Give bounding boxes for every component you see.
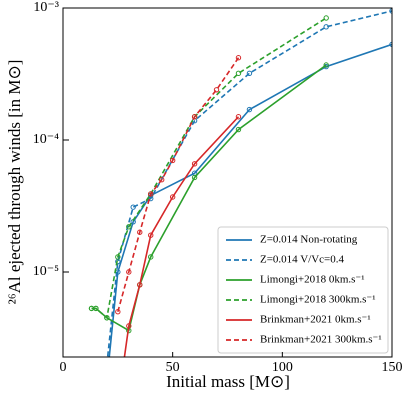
x-axis-label: Initial mass [M⊙] — [166, 372, 290, 391]
marker — [191, 114, 198, 120]
axes-frame — [62, 7, 393, 358]
y-axis-label: ²⁶Al ejected through winds [in M⊙] — [5, 60, 24, 305]
x-tick-label: 150 — [382, 360, 403, 375]
marker — [323, 24, 329, 30]
marker — [159, 177, 165, 183]
marker — [235, 70, 242, 77]
marker — [246, 70, 253, 77]
marker — [246, 106, 253, 113]
marker — [115, 309, 121, 315]
legend-label: Z=0.014 V/Vc=0.4 — [260, 254, 345, 266]
marker — [191, 161, 198, 167]
marker — [169, 157, 176, 164]
legend-label: Limongi+2018 300km.s⁻¹ — [260, 294, 376, 306]
legend-box — [217, 226, 389, 354]
marker — [115, 254, 121, 260]
marker — [130, 204, 136, 210]
marker — [148, 254, 154, 260]
x-tick-label: 100 — [272, 360, 293, 375]
x-tick-label: 50 — [166, 360, 180, 375]
marker — [126, 224, 132, 230]
y-tick-label: 10⁻⁴ — [33, 132, 59, 147]
series-line — [123, 116, 240, 357]
marker — [235, 114, 242, 120]
marker — [105, 362, 109, 366]
series-line — [117, 57, 240, 312]
legend: Z=0.014 Non-rotating Z=0.014 V/Vc=0.4 Limo… — [217, 226, 389, 354]
marker — [235, 55, 242, 61]
marker — [213, 87, 220, 93]
marker — [148, 232, 154, 238]
y-tick-label: 10⁻⁵ — [33, 264, 59, 279]
legend-label: Brinkman+2021 300km.s⁻¹ — [260, 334, 382, 346]
y-tick-label: 10⁻³ — [33, 0, 59, 15]
x-tick-label: 0 — [60, 360, 67, 375]
marker — [169, 194, 176, 200]
marker — [105, 379, 109, 383]
marker — [148, 191, 154, 197]
legend-label: Z=0.014 Non-rotating — [260, 234, 358, 246]
legend-label: Brinkman+2021 0km.s⁻¹ — [260, 314, 371, 326]
legend-label: Limongi+2018 0km.s⁻¹ — [260, 274, 365, 286]
marker — [137, 282, 143, 288]
marker — [104, 315, 110, 321]
marker — [323, 15, 329, 21]
plot-area — [88, 8, 392, 383]
marker — [191, 174, 198, 181]
marker — [126, 269, 132, 275]
marker — [235, 126, 242, 133]
series-line — [91, 17, 327, 320]
marker — [93, 305, 99, 312]
marker — [126, 323, 132, 329]
marker — [323, 62, 329, 68]
marker — [137, 229, 143, 235]
